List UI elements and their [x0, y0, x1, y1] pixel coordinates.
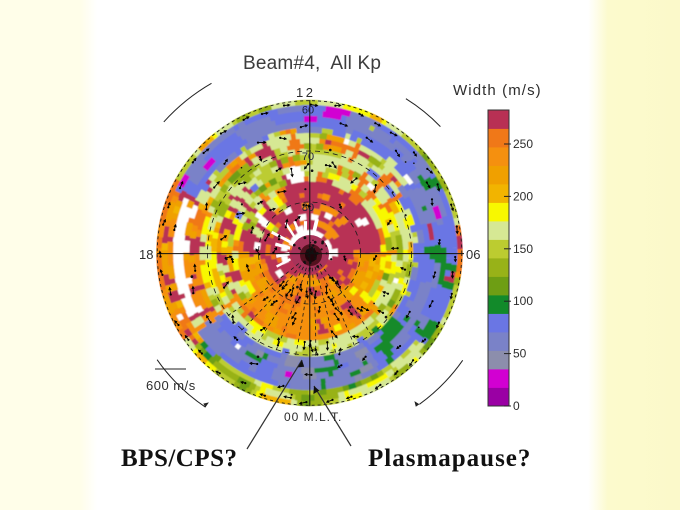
svg-text:600 m/s: 600 m/s [146, 378, 196, 393]
svg-text:0: 0 [513, 399, 520, 413]
svg-text:80: 80 [302, 202, 314, 214]
svg-text:70: 70 [302, 151, 314, 163]
svg-text:200: 200 [513, 189, 533, 203]
svg-text:250: 250 [513, 137, 533, 151]
svg-text:150: 150 [513, 242, 533, 256]
svg-text:100: 100 [513, 294, 533, 308]
svg-text:50: 50 [513, 347, 527, 361]
svg-text:60: 60 [302, 105, 314, 117]
